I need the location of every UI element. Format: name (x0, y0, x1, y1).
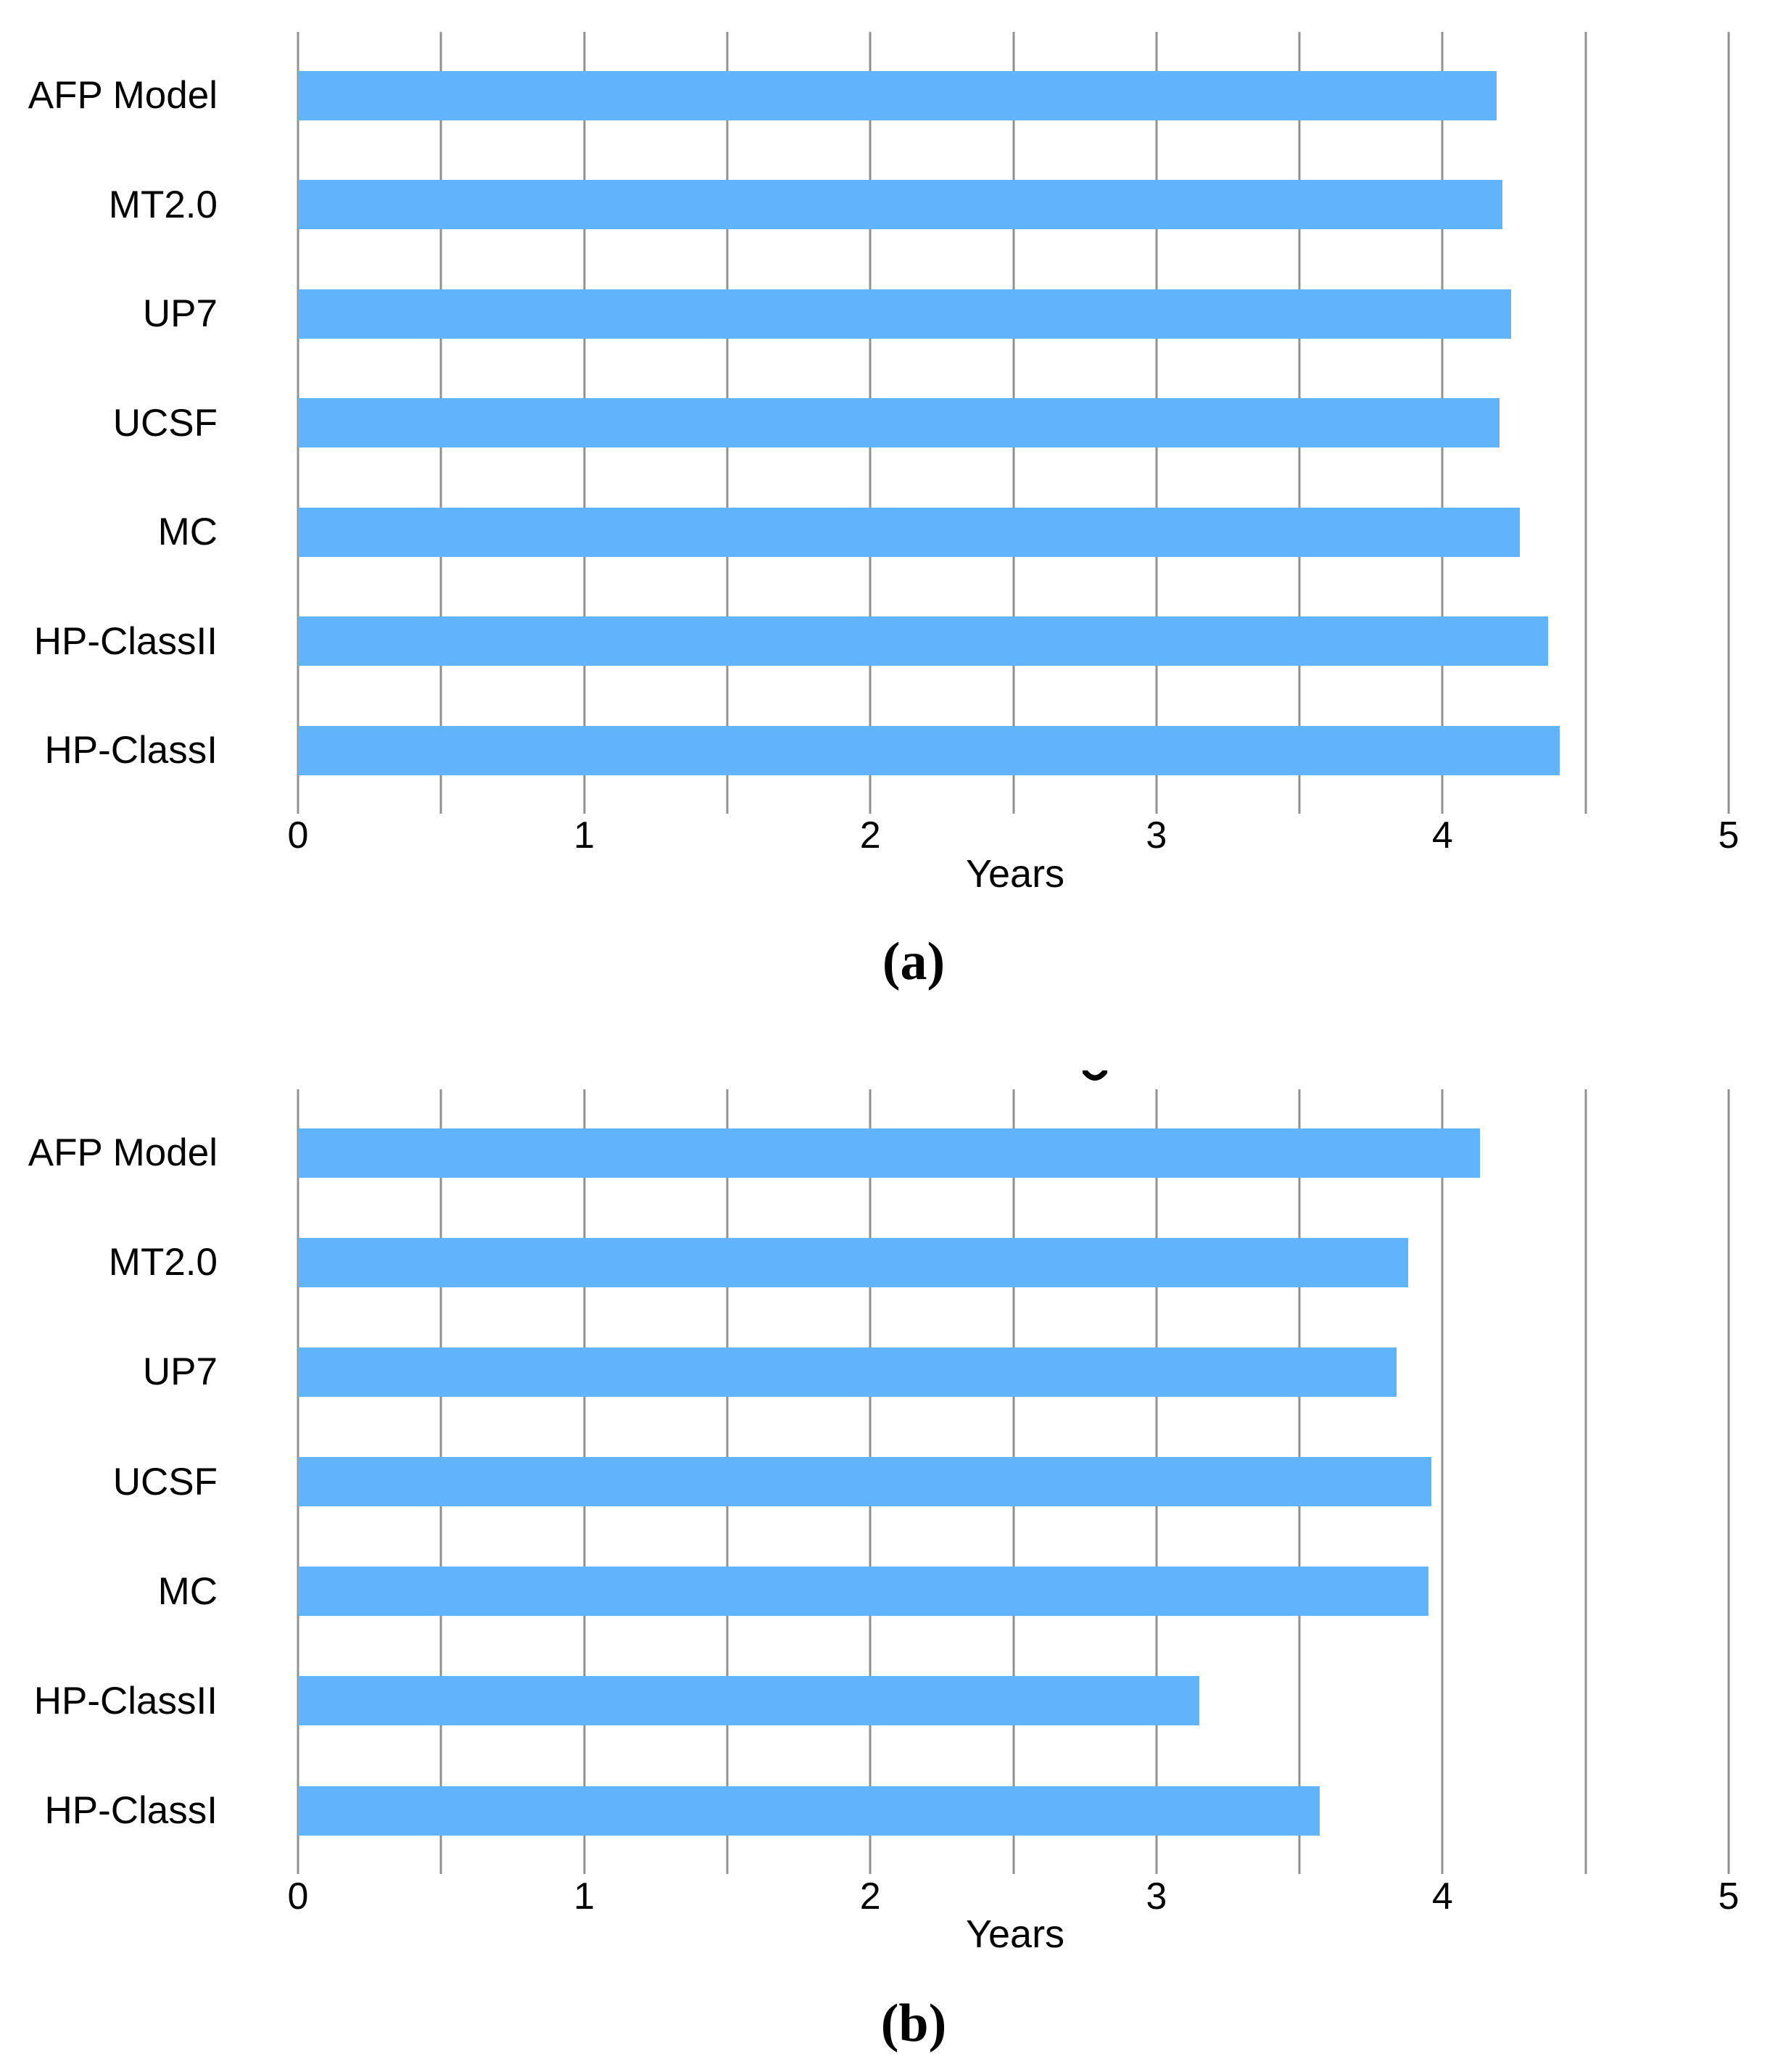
bar-hp-classi-b (298, 1786, 1320, 1836)
gridline-1 (583, 32, 586, 814)
x-axis-ticks-b: 0 1 2 3 4 5 (288, 1875, 1740, 1921)
gridline-3 (1155, 32, 1158, 814)
y-label-hp-classii-a: HP-ClassII (33, 619, 218, 663)
bar-mc-a (298, 507, 1520, 557)
bar-mc-b (298, 1567, 1428, 1617)
x-axis-title-b: Years (965, 1912, 1065, 1956)
gridline-2.5 (1012, 32, 1014, 814)
y-label-afp-model-b: AFP Model (28, 1131, 218, 1174)
bar-hp-classii-a (298, 616, 1549, 666)
y-label-mc-a: MC (157, 511, 218, 553)
bar-ucsf-b (298, 1457, 1431, 1506)
bar-mt2-0-b (298, 1237, 1409, 1287)
gridline-5 (1727, 1089, 1730, 1874)
x-tick-4-b: 4 (1431, 1875, 1453, 1918)
x-tick-2-b: 2 (859, 1875, 881, 1918)
plot-area-a (297, 32, 1730, 814)
gridline-4.5 (1584, 32, 1587, 814)
gridline-3.5 (1298, 1089, 1301, 1874)
gridline-3 (1155, 1089, 1158, 1874)
gridline-1 (583, 1089, 586, 1874)
gridline-5 (1727, 32, 1730, 814)
x-tick-5-b: 5 (1718, 1875, 1740, 1918)
x-tick-0-a: 0 (287, 814, 309, 857)
bar-up7-b (298, 1347, 1397, 1397)
x-tick-3-a: 3 (1146, 814, 1167, 857)
x-axis-ticks-a: 0 1 2 3 4 5 (288, 814, 1740, 860)
y-label-mt2-0-a: MT2.0 (108, 183, 218, 226)
panel-caption-b: (b) (880, 1994, 947, 2053)
x-axis-title-a: Years (965, 852, 1065, 896)
y-label-mc-b: MC (157, 1569, 218, 1613)
plot-area-b (297, 1089, 1730, 1874)
gridline-0 (297, 32, 299, 814)
bar-hp-classii-b (298, 1676, 1199, 1726)
gridline-2 (869, 32, 872, 814)
y-label-hp-classi-a: HP-ClassI (44, 729, 218, 772)
gridline-1.5 (726, 32, 729, 814)
bar-up7-a (298, 289, 1512, 339)
y-label-hp-classi-b: HP-ClassI (44, 1789, 218, 1832)
y-label-hp-classii-b: HP-ClassII (33, 1679, 218, 1722)
x-tick-5-a: 5 (1718, 814, 1740, 857)
x-tick-1-b: 1 (574, 1875, 595, 1918)
gridline-1.5 (726, 1089, 729, 1874)
gridline-2.5 (1012, 1089, 1014, 1874)
y-label-up7-b: UP7 (142, 1350, 218, 1394)
bar-afp-model-a (298, 70, 1497, 120)
gridline-2 (869, 1089, 872, 1874)
y-label-afp-model-a: AFP Model (28, 74, 218, 117)
y-label-ucsf-b: UCSF (112, 1460, 218, 1503)
bar-afp-model-b (298, 1128, 1480, 1178)
cropped-letter-descender-icon (1083, 1070, 1107, 1081)
x-tick-4-a: 4 (1431, 814, 1453, 857)
x-tick-1-a: 1 (574, 814, 595, 857)
gridline-0.5 (439, 1089, 442, 1874)
gridline-0.5 (439, 32, 442, 814)
gridline-4.5 (1584, 1089, 1587, 1874)
y-label-mt2-0-b: MT2.0 (108, 1241, 218, 1284)
x-tick-0-b: 0 (287, 1875, 309, 1918)
gridline-3.5 (1298, 32, 1301, 814)
x-tick-2-a: 2 (859, 814, 881, 857)
bar-hp-classi-a (298, 725, 1560, 775)
bar-ucsf-a (298, 398, 1500, 447)
gridline-4 (1441, 32, 1444, 814)
gridline-0 (297, 1089, 299, 1874)
bar-mt2-0-a (298, 180, 1503, 229)
y-label-up7-a: UP7 (142, 292, 218, 335)
x-tick-3-b: 3 (1146, 1875, 1167, 1918)
panel-caption-a: (a) (882, 932, 946, 991)
y-label-ucsf-a: UCSF (112, 401, 218, 445)
gridline-4 (1441, 1089, 1444, 1874)
